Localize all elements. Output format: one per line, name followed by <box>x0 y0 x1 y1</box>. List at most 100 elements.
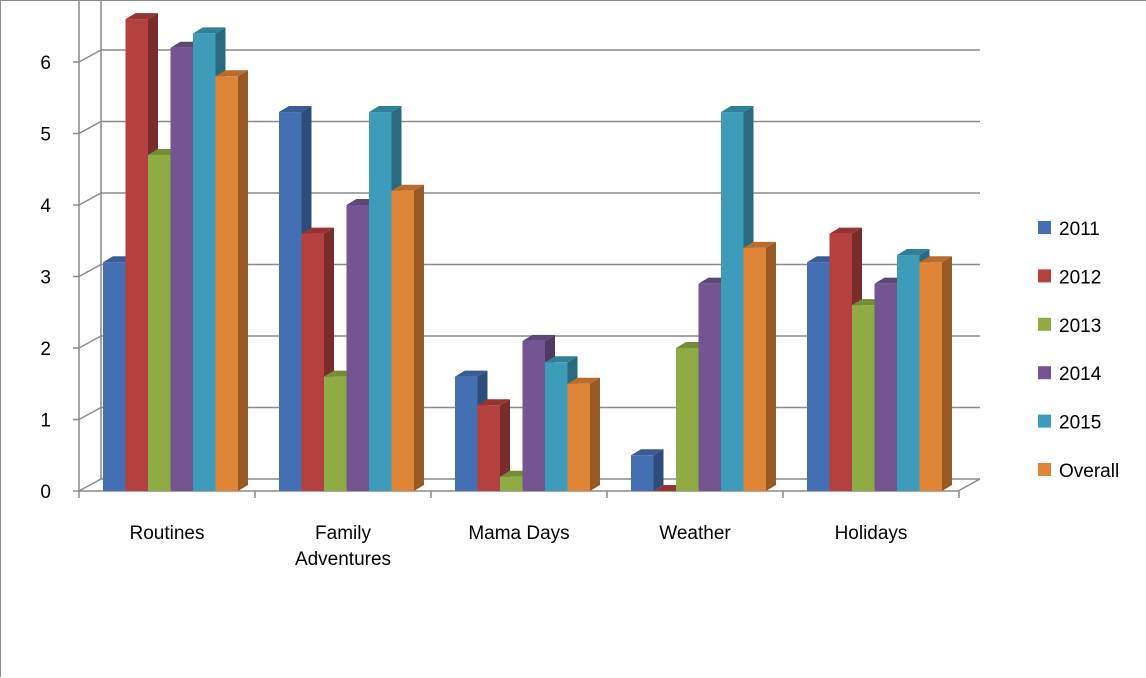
bar-front <box>148 154 171 491</box>
legend-swatch <box>1038 317 1051 331</box>
gridline-side <box>78 192 102 206</box>
gridline-side <box>78 478 102 492</box>
y-tick-label: 7 <box>40 1 51 3</box>
bar <box>477 399 510 491</box>
bar-front <box>477 405 500 491</box>
floor-edge <box>957 478 981 492</box>
x-tick-label: Mama Days <box>468 523 569 544</box>
bar-side <box>942 256 952 491</box>
bar-front <box>698 283 721 491</box>
legend-item: Overall <box>1038 461 1119 482</box>
bar-side <box>238 70 248 492</box>
bar-front <box>391 190 414 491</box>
y-tick-label: 0 <box>40 482 51 503</box>
legend-item: 2012 <box>1038 267 1101 288</box>
bar <box>215 70 248 492</box>
x-tick-labels: Routines Family Adventures Mama Days Weather… <box>130 523 908 570</box>
bar-front <box>743 247 766 491</box>
bar-front <box>829 233 852 491</box>
bar-front <box>807 262 830 491</box>
legend-item: 2013 <box>1038 316 1101 337</box>
legend-swatch <box>1038 269 1051 283</box>
y-tick-label: 6 <box>40 53 51 74</box>
bar-top <box>193 27 226 34</box>
bar-front <box>522 340 545 491</box>
bar-top <box>721 106 754 113</box>
legend-item: 2015 <box>1038 413 1101 434</box>
bar-side <box>590 377 600 491</box>
legend-item: 2011 <box>1038 219 1100 240</box>
bar-top <box>897 249 930 256</box>
bar <box>391 184 424 491</box>
bar-front <box>301 233 324 491</box>
bar-top <box>215 70 248 77</box>
legend-swatch <box>1038 221 1051 234</box>
y-tick-label: 4 <box>40 196 51 217</box>
bar <box>743 241 776 491</box>
legend: 2011 2012 2013 2014 2015 Overall <box>1038 219 1119 482</box>
legend-item: 2014 <box>1038 364 1102 385</box>
gridline-side <box>78 120 102 135</box>
bar <box>919 256 952 491</box>
x-tick-label: Weather <box>659 523 731 544</box>
bar-side <box>653 449 664 491</box>
bar-top <box>301 227 334 234</box>
x-tick-label: Adventures <box>295 549 391 570</box>
bar-top <box>829 227 862 234</box>
bar-top <box>279 106 312 113</box>
bar-top <box>567 377 600 384</box>
bar-top <box>919 256 952 263</box>
legend-label: 2015 <box>1059 413 1101 434</box>
bar-top <box>369 106 402 113</box>
bar-front <box>721 112 744 492</box>
bar-top <box>455 370 488 377</box>
bar-front <box>852 305 875 491</box>
gridline-side <box>78 335 102 349</box>
y-tick-label: 3 <box>40 268 51 289</box>
y-tick-label: 2 <box>40 339 51 360</box>
bar-front <box>215 76 238 492</box>
x-tick-label: Family <box>315 523 371 544</box>
bar-top <box>631 449 664 456</box>
bar-side <box>414 184 424 491</box>
bar-front <box>874 283 897 491</box>
bar-front <box>897 255 920 491</box>
gridline-side <box>78 49 102 63</box>
gridline-side <box>78 263 102 278</box>
bar-front <box>103 262 126 491</box>
bar-top <box>477 399 510 406</box>
legend-label: 2012 <box>1059 267 1101 288</box>
x-tick-label: Routines <box>130 523 205 544</box>
bar-top <box>522 334 555 341</box>
legend-label: 2011 <box>1059 219 1100 240</box>
bar-front <box>500 476 523 491</box>
legend-label: Overall <box>1059 461 1119 482</box>
bar-front <box>125 19 148 491</box>
bar <box>631 449 664 491</box>
y-tick-label: 5 <box>40 125 51 146</box>
bar-front <box>545 362 568 491</box>
y-tick-labels: 0 1 2 3 4 5 6 7 <box>40 1 51 503</box>
bar-front <box>455 376 478 491</box>
legend-label: 2013 <box>1059 316 1101 337</box>
bar-front <box>567 383 590 491</box>
bar-top <box>125 13 158 20</box>
bar <box>567 377 600 491</box>
legend-swatch <box>1038 414 1051 428</box>
bar-top <box>545 356 578 363</box>
bar-side <box>500 399 510 491</box>
bar-top <box>743 241 776 248</box>
x-tick-label: Holidays <box>835 523 908 544</box>
bar-front <box>631 455 654 491</box>
legend-label: 2014 <box>1059 364 1102 385</box>
bar-front <box>676 348 699 491</box>
bar-top <box>391 184 424 191</box>
bar-side <box>766 241 776 491</box>
bar-front <box>346 205 369 491</box>
bar-front <box>919 262 942 491</box>
bar-front <box>279 112 302 492</box>
bar-front <box>193 33 216 492</box>
bar-front <box>324 376 347 491</box>
